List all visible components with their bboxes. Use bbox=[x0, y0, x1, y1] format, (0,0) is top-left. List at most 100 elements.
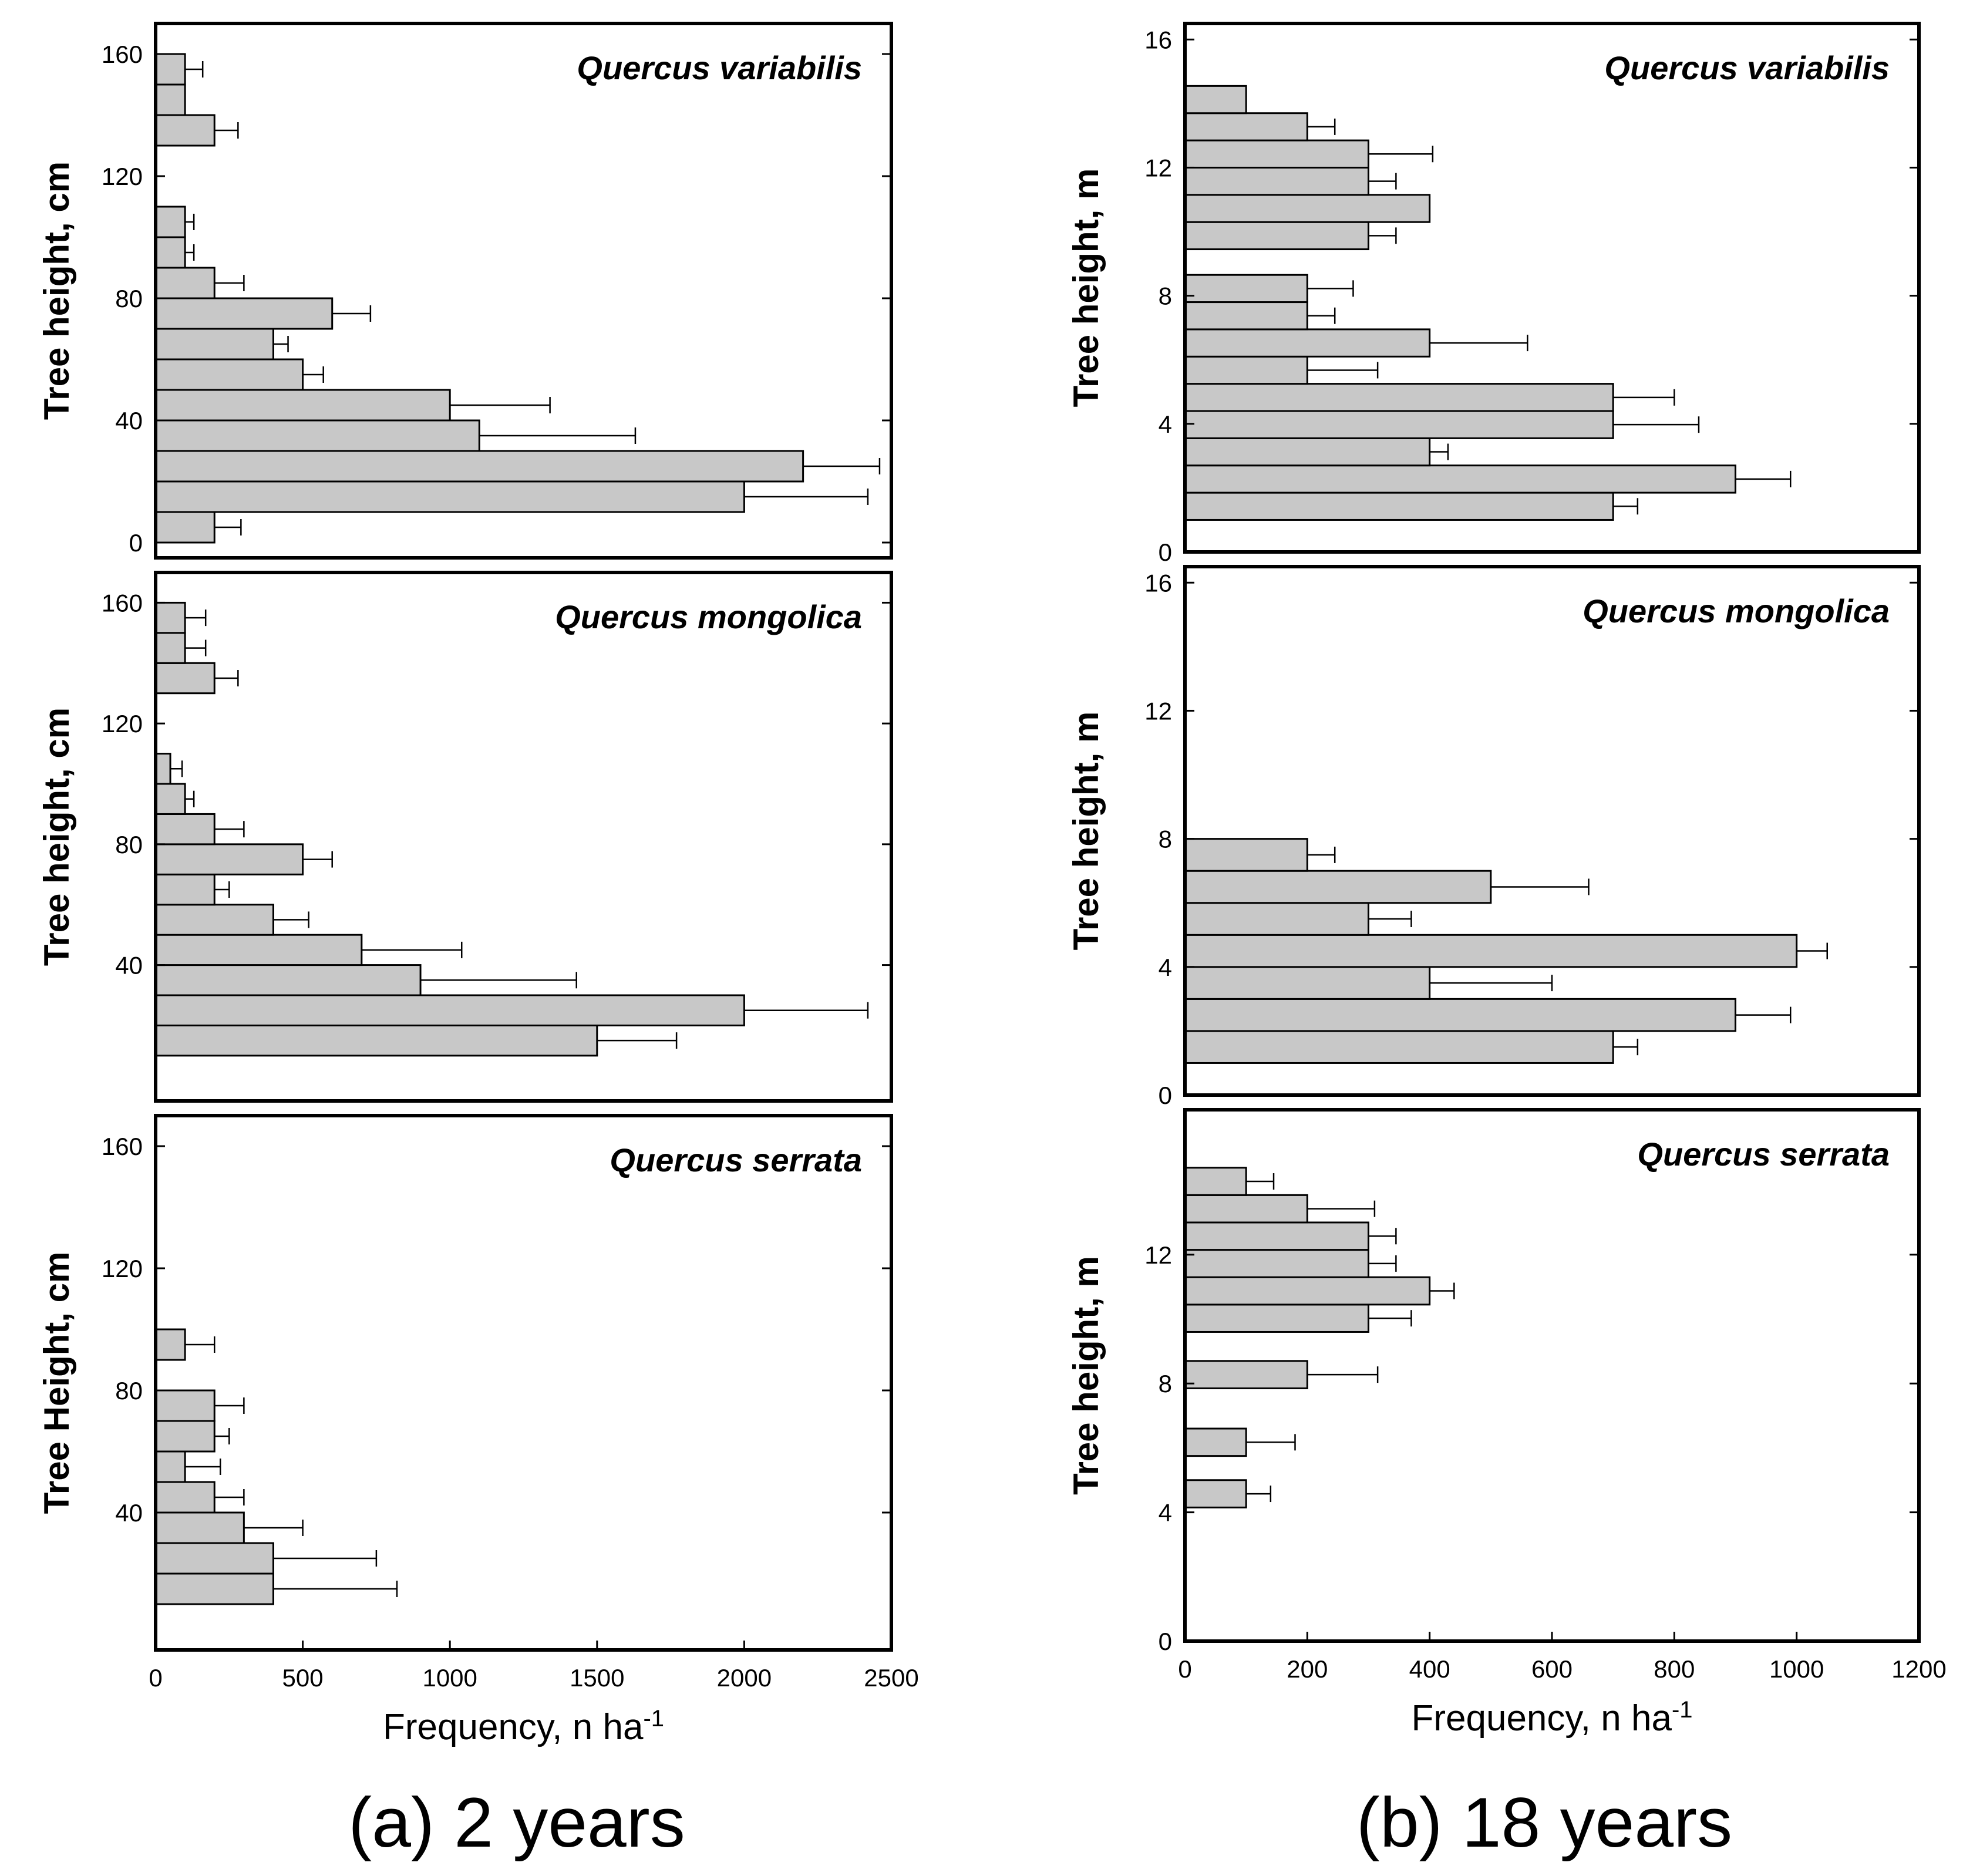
species-label: Quercus mongolica bbox=[1582, 592, 1890, 629]
bar bbox=[1184, 1194, 1308, 1224]
bar bbox=[1184, 902, 1369, 936]
x-tick-label: 0 bbox=[149, 1664, 162, 1692]
bar bbox=[154, 632, 186, 664]
y-axis-label: Tree height, cm bbox=[37, 161, 76, 420]
bar bbox=[154, 934, 363, 966]
x-axis-label: Frequency, n ha-1 bbox=[383, 1706, 664, 1747]
y-axis-label: Tree height, cm bbox=[37, 708, 76, 966]
bar bbox=[154, 1024, 598, 1057]
bar bbox=[1184, 966, 1431, 1000]
bar bbox=[1184, 1221, 1369, 1251]
x-axis-label-superscript: -1 bbox=[643, 1706, 664, 1732]
species-label: Quercus serrata bbox=[1637, 1136, 1890, 1173]
panel-frame bbox=[1183, 565, 1921, 1097]
y-tick-label: 160 bbox=[102, 41, 143, 68]
species-label: Quercus mongolica bbox=[555, 598, 862, 635]
bar bbox=[154, 1542, 274, 1575]
bar bbox=[154, 783, 186, 815]
bar bbox=[154, 813, 216, 846]
y-tick-label: 4 bbox=[1159, 410, 1172, 438]
panel-frame bbox=[154, 1114, 893, 1652]
y-tick-label: 0 bbox=[1159, 1628, 1172, 1655]
bar bbox=[154, 873, 216, 906]
y-tick-label: 40 bbox=[115, 407, 143, 435]
panel-b-serrata: 0 4 8 12 0 200 400 600 800 1000 1200 Frequency, n h… bbox=[1066, 1108, 1947, 1739]
bar bbox=[154, 1389, 216, 1422]
y-tick-label: 4 bbox=[1159, 1499, 1172, 1527]
panel-a-serrata: 40 80 120 160 0 500 1000 1500 2000 2500 Frequency,… bbox=[37, 1114, 919, 1747]
y-tick-label: 16 bbox=[1144, 26, 1172, 53]
x-tick-label: 0 bbox=[1178, 1655, 1191, 1683]
bar bbox=[1184, 1249, 1369, 1278]
bar bbox=[1184, 274, 1308, 304]
bar bbox=[154, 297, 334, 330]
bar bbox=[1184, 1304, 1369, 1333]
bar bbox=[1184, 870, 1492, 904]
x-tick-label: 600 bbox=[1531, 1655, 1573, 1683]
bar bbox=[154, 1450, 186, 1483]
bar bbox=[1184, 85, 1247, 114]
bar bbox=[154, 994, 745, 1026]
panel-b-variabilis: 0 4 8 12 16 Tree height, m Quercus variabilis bbox=[1066, 22, 1921, 566]
bar bbox=[1184, 491, 1614, 521]
y-tick-label: 80 bbox=[115, 831, 143, 858]
bar bbox=[1184, 166, 1369, 196]
bar bbox=[1184, 1427, 1247, 1457]
x-tick-label: 500 bbox=[282, 1664, 324, 1692]
bar bbox=[154, 662, 216, 695]
bar bbox=[1184, 194, 1431, 223]
panel-frame bbox=[154, 571, 893, 1103]
panel-a-mongolica: 40 80 120 160 Tree height, cm Quercus mongoli… bbox=[37, 571, 893, 1103]
bar bbox=[154, 450, 804, 483]
x-tick-label: 2500 bbox=[864, 1664, 918, 1692]
bar bbox=[154, 114, 216, 147]
x-tick-label: 1000 bbox=[422, 1664, 477, 1692]
bar bbox=[1184, 464, 1736, 494]
bar bbox=[1184, 139, 1369, 169]
bar bbox=[154, 964, 422, 996]
y-tick-label: 0 bbox=[1159, 538, 1172, 566]
y-tick-label: 160 bbox=[102, 1133, 143, 1160]
bar bbox=[1184, 1167, 1247, 1196]
y-axis-label: Tree height, m bbox=[1066, 169, 1106, 407]
bar bbox=[154, 1328, 186, 1361]
bar bbox=[1184, 998, 1736, 1032]
y-tick-label: 8 bbox=[1159, 282, 1172, 310]
y-axis-label: Tree height, m bbox=[1066, 712, 1106, 951]
y-tick-label: 120 bbox=[102, 1255, 143, 1282]
caption-right: (b) 18 years bbox=[1356, 1783, 1732, 1862]
bar bbox=[154, 389, 451, 422]
y-tick-label: 40 bbox=[115, 1499, 143, 1527]
bar bbox=[1184, 1360, 1308, 1389]
bar bbox=[1184, 934, 1798, 968]
bar bbox=[1184, 1030, 1614, 1064]
species-label: Quercus variabilis bbox=[577, 49, 862, 86]
x-axis-label: Frequency, n ha-1 bbox=[1411, 1697, 1692, 1739]
x-tick-label: 800 bbox=[1654, 1655, 1695, 1683]
panel-frame bbox=[1183, 22, 1921, 554]
bar bbox=[154, 83, 186, 116]
panel-frame bbox=[154, 22, 893, 560]
x-tick-label: 2000 bbox=[717, 1664, 772, 1692]
y-tick-label: 12 bbox=[1144, 1241, 1172, 1269]
y-tick-label: 8 bbox=[1159, 1370, 1172, 1397]
panel-b-mongolica: 0 4 8 12 16 Tree height, m Quercus mongolica bbox=[1066, 565, 1921, 1109]
bar bbox=[1184, 328, 1431, 358]
y-tick-label: 120 bbox=[102, 710, 143, 737]
y-tick-label: 8 bbox=[1159, 826, 1172, 853]
bar bbox=[154, 1511, 245, 1544]
y-tick-label: 40 bbox=[115, 952, 143, 979]
bar bbox=[1184, 355, 1308, 385]
y-tick-label: 4 bbox=[1159, 954, 1172, 981]
y-tick-label: 16 bbox=[1144, 569, 1172, 597]
bar bbox=[1184, 301, 1308, 331]
bar bbox=[1184, 112, 1308, 142]
y-tick-label: 0 bbox=[1159, 1082, 1172, 1109]
bar bbox=[154, 267, 216, 299]
y-tick-label: 12 bbox=[1144, 154, 1172, 181]
y-axis-label: Tree Height, cm bbox=[37, 1252, 76, 1514]
y-tick-label: 120 bbox=[102, 163, 143, 190]
x-tick-label: 1200 bbox=[1891, 1655, 1946, 1683]
panel-a-variabilis: 0 40 80 120 160 Tree height, cm Quercus variab… bbox=[37, 22, 893, 560]
